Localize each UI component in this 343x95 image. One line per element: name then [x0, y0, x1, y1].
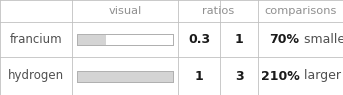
Bar: [77, 34, 173, 45]
Text: ratios: ratios: [202, 6, 234, 16]
Text: comparisons: comparisons: [264, 6, 337, 16]
Bar: [77, 34, 106, 45]
Text: 0.3: 0.3: [188, 33, 210, 46]
Text: smaller: smaller: [299, 33, 343, 46]
Text: 1: 1: [194, 70, 203, 82]
Text: 210%: 210%: [261, 70, 299, 82]
Text: larger: larger: [299, 70, 341, 82]
Bar: [77, 34, 173, 45]
Text: visual: visual: [108, 6, 142, 16]
Text: francium: francium: [10, 33, 62, 46]
Text: hydrogen: hydrogen: [8, 70, 64, 82]
Text: 70%: 70%: [270, 33, 299, 46]
Text: 1: 1: [235, 33, 244, 46]
Text: 3: 3: [235, 70, 243, 82]
Bar: [77, 70, 173, 82]
Bar: [77, 70, 173, 82]
Bar: [77, 70, 173, 82]
